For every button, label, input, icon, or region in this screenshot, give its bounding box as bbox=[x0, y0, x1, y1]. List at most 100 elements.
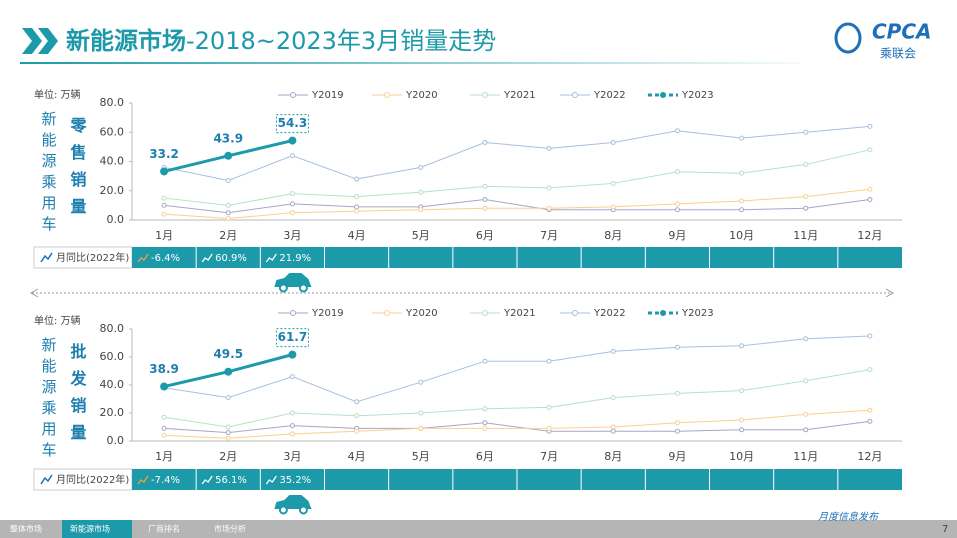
footer-tab[interactable]: 市场分析 bbox=[214, 524, 246, 534]
point bbox=[161, 211, 167, 217]
y-tick-label: 20.0 bbox=[100, 184, 125, 197]
point bbox=[610, 428, 616, 434]
point bbox=[418, 164, 424, 170]
legend-label: Y2019 bbox=[311, 90, 344, 101]
yoy-trend-icon bbox=[137, 475, 149, 485]
yoy-value: 35.2% bbox=[279, 475, 311, 486]
point bbox=[867, 418, 873, 424]
legend-label: Y2021 bbox=[503, 90, 536, 101]
footer-tab[interactable]: 整体市场 bbox=[10, 524, 42, 534]
footer-tab[interactable]: 厂商排名 bbox=[148, 524, 180, 534]
label-box bbox=[275, 114, 309, 134]
point bbox=[739, 207, 745, 213]
point bbox=[674, 344, 680, 350]
legend-marker bbox=[482, 310, 488, 316]
point bbox=[225, 430, 231, 436]
legend-marker bbox=[290, 92, 296, 98]
logo-text: CPCA bbox=[872, 20, 932, 44]
point bbox=[803, 427, 809, 433]
y-tick-label: 80.0 bbox=[100, 322, 125, 335]
label-box bbox=[275, 328, 309, 348]
point bbox=[354, 208, 360, 214]
point bbox=[803, 161, 809, 167]
point bbox=[674, 201, 680, 207]
y-tick-label: 60.0 bbox=[100, 350, 125, 363]
point bbox=[867, 147, 873, 153]
point bbox=[739, 343, 745, 349]
legend-label: Y2023 bbox=[681, 90, 714, 101]
legend-marker bbox=[482, 92, 488, 98]
car-wheel bbox=[278, 505, 288, 515]
point bbox=[354, 399, 360, 405]
point bbox=[161, 195, 167, 201]
y-tick-label: 80.0 bbox=[100, 96, 125, 109]
vehicle-label: 新能源乘用车 bbox=[40, 111, 58, 237]
yoy-value: 60.9% bbox=[215, 253, 247, 264]
point bbox=[161, 432, 167, 438]
y-tick-label: 0.0 bbox=[107, 434, 125, 447]
x-tick-label: 5月 bbox=[412, 229, 430, 242]
point bbox=[288, 350, 297, 359]
legend-label: Y2022 bbox=[593, 308, 626, 319]
point bbox=[354, 413, 360, 419]
point bbox=[418, 379, 424, 385]
point bbox=[674, 420, 680, 426]
point bbox=[674, 169, 680, 175]
point bbox=[289, 210, 295, 216]
series-line bbox=[164, 188, 870, 220]
car-wheel bbox=[278, 283, 288, 293]
point bbox=[418, 410, 424, 416]
point bbox=[161, 202, 167, 208]
x-tick-label: 10月 bbox=[729, 229, 754, 242]
point bbox=[803, 129, 809, 135]
point bbox=[674, 390, 680, 396]
x-tick-label: 9月 bbox=[668, 450, 686, 463]
point bbox=[867, 197, 873, 203]
series-line bbox=[164, 369, 871, 428]
point bbox=[739, 417, 745, 423]
point bbox=[803, 336, 809, 342]
point bbox=[289, 423, 295, 429]
x-tick-label: 8月 bbox=[604, 229, 622, 242]
point bbox=[610, 424, 616, 430]
car-wheel bbox=[298, 505, 308, 515]
point bbox=[225, 178, 231, 184]
vehicle-label: 新能源乘用车 bbox=[40, 337, 58, 463]
yoy-value: -6.4% bbox=[151, 253, 180, 264]
car-wheel bbox=[298, 283, 308, 293]
point bbox=[803, 411, 809, 417]
x-tick-label: 11月 bbox=[793, 229, 818, 242]
data-label: 33.2 bbox=[149, 147, 179, 161]
legend-label: Y2021 bbox=[503, 308, 536, 319]
footer-tab[interactable]: 新能源市场 bbox=[70, 524, 110, 534]
legend-marker bbox=[384, 92, 390, 98]
point bbox=[803, 194, 809, 200]
point bbox=[867, 333, 873, 339]
y-tick-label: 40.0 bbox=[100, 378, 125, 391]
x-tick-label: 3月 bbox=[283, 229, 301, 242]
point bbox=[418, 207, 424, 213]
legend-label: Y2019 bbox=[311, 308, 344, 319]
point bbox=[289, 374, 295, 380]
point bbox=[161, 414, 167, 420]
data-label: 61.7 bbox=[278, 330, 308, 344]
point bbox=[225, 216, 231, 222]
x-tick-label: 6月 bbox=[476, 450, 494, 463]
point bbox=[225, 435, 231, 441]
data-label: 54.3 bbox=[278, 116, 308, 130]
x-tick-label: 12月 bbox=[857, 450, 882, 463]
x-tick-label: 8月 bbox=[604, 450, 622, 463]
point bbox=[546, 205, 552, 211]
x-tick-label: 11月 bbox=[793, 450, 818, 463]
point bbox=[161, 425, 167, 431]
point bbox=[546, 404, 552, 410]
point bbox=[739, 170, 745, 176]
point bbox=[482, 425, 488, 431]
yoy-trend-icon bbox=[265, 475, 277, 485]
chart-title: 批发销量 bbox=[68, 342, 88, 451]
point bbox=[160, 382, 169, 391]
point bbox=[546, 185, 552, 191]
legend-marker bbox=[572, 92, 578, 98]
point bbox=[225, 395, 231, 401]
